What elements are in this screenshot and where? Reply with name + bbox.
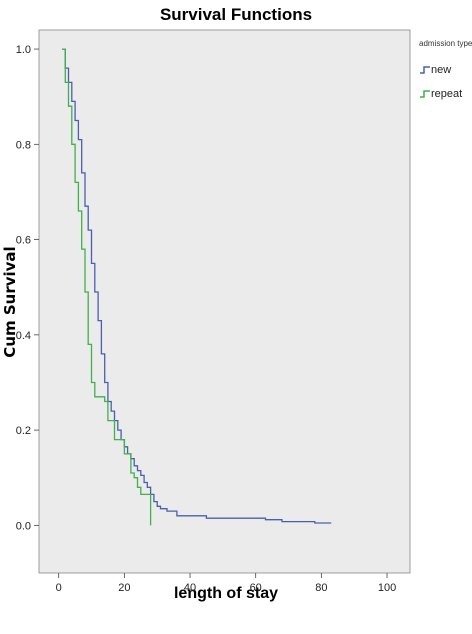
x-tick-label: 60: [250, 582, 262, 594]
plot-area: [38, 29, 411, 574]
x-axis-label: length of stay: [174, 585, 278, 602]
y-axis-label: Cum Survival: [1, 246, 19, 357]
legend-label-new: new: [431, 64, 451, 76]
x-tick-label: 40: [184, 582, 196, 594]
legend-title: admission type: [419, 39, 472, 48]
chart-title: Survival Functions: [160, 5, 312, 24]
y-tick-label: 0.2: [16, 425, 31, 437]
legend: admission type new repeat: [419, 39, 472, 100]
y-tick-label: 0.0: [16, 520, 31, 532]
legend-swatch-repeat: [420, 90, 430, 98]
y-axis-ticks: 0.0 0.2 0.4 0.6 0.8 1.0: [16, 44, 39, 532]
x-axis-ticks: 0 20 40 60 80 100: [56, 573, 396, 594]
series-line-repeat: [62, 48, 152, 526]
x-tick-label: 0: [56, 582, 62, 594]
x-tick-label: 20: [118, 582, 130, 594]
series-layer: [62, 48, 332, 526]
y-tick-label: 0.4: [16, 330, 31, 342]
legend-label-repeat: repeat: [431, 88, 462, 100]
y-tick-label: 1.0: [16, 44, 31, 56]
legend-swatch-new: [420, 66, 430, 74]
x-tick-label: 100: [378, 582, 396, 594]
y-tick-label: 0.6: [16, 235, 31, 247]
y-tick-label: 0.8: [16, 139, 31, 151]
x-tick-label: 80: [315, 582, 327, 594]
